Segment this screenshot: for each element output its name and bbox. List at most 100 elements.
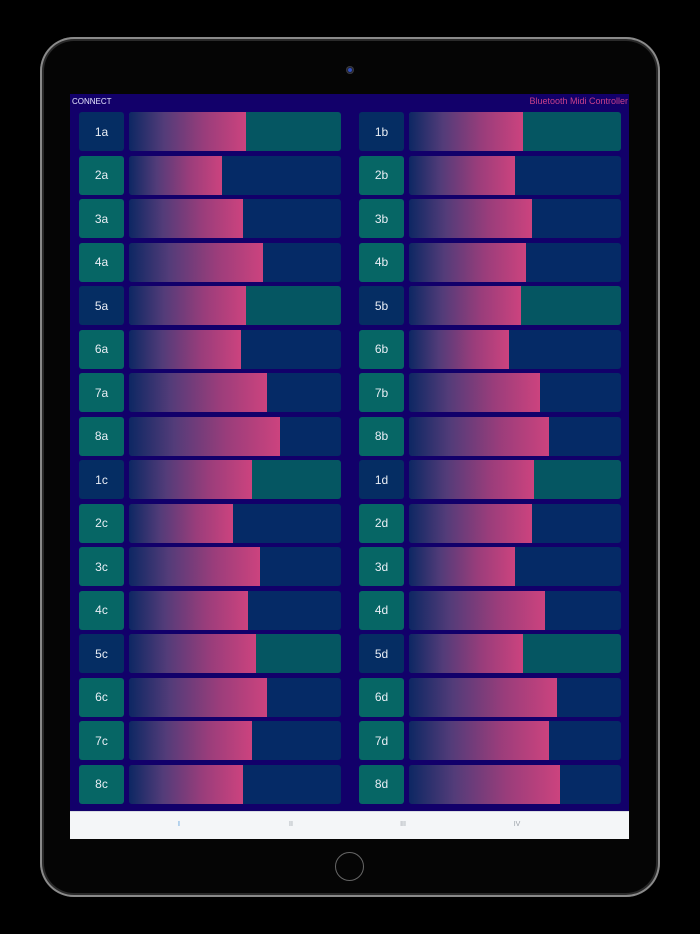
- home-button[interactable]: [335, 852, 364, 881]
- channel-button[interactable]: 1c: [79, 460, 124, 499]
- connect-button[interactable]: CONNECT: [72, 97, 112, 106]
- slider-fill: [129, 721, 252, 760]
- slider-track[interactable]: [129, 199, 341, 238]
- top-bar: CONNECT Bluetooth Midi Controller: [70, 94, 629, 110]
- channel-button[interactable]: 2a: [79, 155, 124, 195]
- slider-fill: [409, 677, 558, 717]
- slider-track[interactable]: [409, 329, 621, 369]
- slider-fill: [129, 503, 233, 543]
- slider-track[interactable]: [409, 634, 621, 673]
- channel-button[interactable]: 7a: [79, 373, 124, 412]
- channel-button[interactable]: 1d: [359, 460, 404, 499]
- camera-icon: [346, 66, 354, 74]
- slider-track[interactable]: [129, 677, 341, 717]
- slider-fill: [409, 242, 526, 282]
- tab-2[interactable]: II: [289, 821, 293, 828]
- channel-button[interactable]: 8d: [359, 764, 404, 804]
- slider-track[interactable]: [409, 721, 621, 760]
- channel-button[interactable]: 7c: [79, 721, 124, 760]
- slider-fill: [409, 764, 560, 804]
- slider-track[interactable]: [409, 155, 621, 195]
- slider-fill: [409, 112, 524, 151]
- slider-track[interactable]: [409, 286, 621, 325]
- slider-track[interactable]: [129, 721, 341, 760]
- slider-fill: [409, 590, 545, 630]
- channel-button[interactable]: 3a: [79, 199, 124, 238]
- channel-button[interactable]: 4d: [359, 590, 404, 630]
- slider-fill: [409, 329, 509, 369]
- slider-fill: [409, 373, 541, 412]
- channel-button[interactable]: 3c: [79, 547, 124, 586]
- channel-button[interactable]: 2c: [79, 503, 124, 543]
- slider-track[interactable]: [409, 677, 621, 717]
- slider-track[interactable]: [409, 503, 621, 543]
- slider-track[interactable]: [409, 112, 621, 151]
- channel-button[interactable]: 7d: [359, 721, 404, 760]
- slider-track[interactable]: [409, 460, 621, 499]
- channel-button[interactable]: 1b: [359, 112, 404, 151]
- channel-button[interactable]: 6c: [79, 677, 124, 717]
- tab-bar: I II III IV: [70, 811, 629, 839]
- slider-fill: [129, 329, 242, 369]
- slider-fill: [129, 677, 267, 717]
- channel-button[interactable]: 8b: [359, 416, 404, 456]
- slider-track[interactable]: [409, 590, 621, 630]
- slider-track[interactable]: [129, 112, 341, 151]
- channel-button[interactable]: 7b: [359, 373, 404, 412]
- channel-button[interactable]: 4a: [79, 242, 124, 282]
- channel-button[interactable]: 2b: [359, 155, 404, 195]
- slider-track[interactable]: [409, 764, 621, 804]
- channel-button[interactable]: 1a: [79, 112, 124, 151]
- slider-track[interactable]: [409, 416, 621, 456]
- slider-track[interactable]: [129, 590, 341, 630]
- slider-track[interactable]: [129, 547, 341, 586]
- slider-fill: [409, 286, 522, 325]
- app-screen: CONNECT Bluetooth Midi Controller 1a 2a 3a…: [70, 94, 629, 839]
- slider-fill: [129, 199, 244, 238]
- tab-3[interactable]: III: [400, 821, 406, 828]
- slider-fill: [409, 199, 532, 238]
- channel-button[interactable]: 4b: [359, 242, 404, 282]
- slider-track[interactable]: [129, 416, 341, 456]
- slider-track[interactable]: [409, 242, 621, 282]
- slider-track[interactable]: [129, 242, 341, 282]
- slider-track[interactable]: [129, 460, 341, 499]
- slider-track[interactable]: [129, 329, 341, 369]
- slider-fill: [409, 155, 515, 195]
- channel-button[interactable]: 5d: [359, 634, 404, 673]
- slider-fill: [129, 373, 267, 412]
- slider-track[interactable]: [409, 547, 621, 586]
- slider-track[interactable]: [129, 634, 341, 673]
- channel-button[interactable]: 3b: [359, 199, 404, 238]
- channel-button[interactable]: 8c: [79, 764, 124, 804]
- channel-button[interactable]: 5b: [359, 286, 404, 325]
- slider-track[interactable]: [129, 764, 341, 804]
- channel-button[interactable]: 5a: [79, 286, 124, 325]
- slider-track[interactable]: [129, 286, 341, 325]
- slider-fill: [129, 286, 246, 325]
- channel-button[interactable]: 6d: [359, 677, 404, 717]
- slider-track[interactable]: [129, 503, 341, 543]
- slider-track[interactable]: [129, 155, 341, 195]
- slider-track[interactable]: [409, 373, 621, 412]
- slider-fill: [129, 590, 248, 630]
- channel-button[interactable]: 8a: [79, 416, 124, 456]
- app-title: Bluetooth Midi Controller: [529, 96, 628, 106]
- slider-fill: [409, 721, 549, 760]
- channel-button[interactable]: 2d: [359, 503, 404, 543]
- slider-track[interactable]: [409, 199, 621, 238]
- slider-fill: [129, 547, 261, 586]
- channel-button[interactable]: 3d: [359, 547, 404, 586]
- slider-fill: [409, 503, 532, 543]
- slider-track[interactable]: [129, 373, 341, 412]
- tab-1[interactable]: I: [178, 821, 180, 828]
- slider-fill: [409, 416, 549, 456]
- slider-fill: [129, 416, 280, 456]
- channel-button[interactable]: 5c: [79, 634, 124, 673]
- channel-button[interactable]: 6a: [79, 329, 124, 369]
- channel-button[interactable]: 4c: [79, 590, 124, 630]
- slider-fill: [409, 547, 515, 586]
- tab-4[interactable]: IV: [513, 821, 521, 828]
- channel-button[interactable]: 6b: [359, 329, 404, 369]
- slider-fill: [409, 460, 535, 499]
